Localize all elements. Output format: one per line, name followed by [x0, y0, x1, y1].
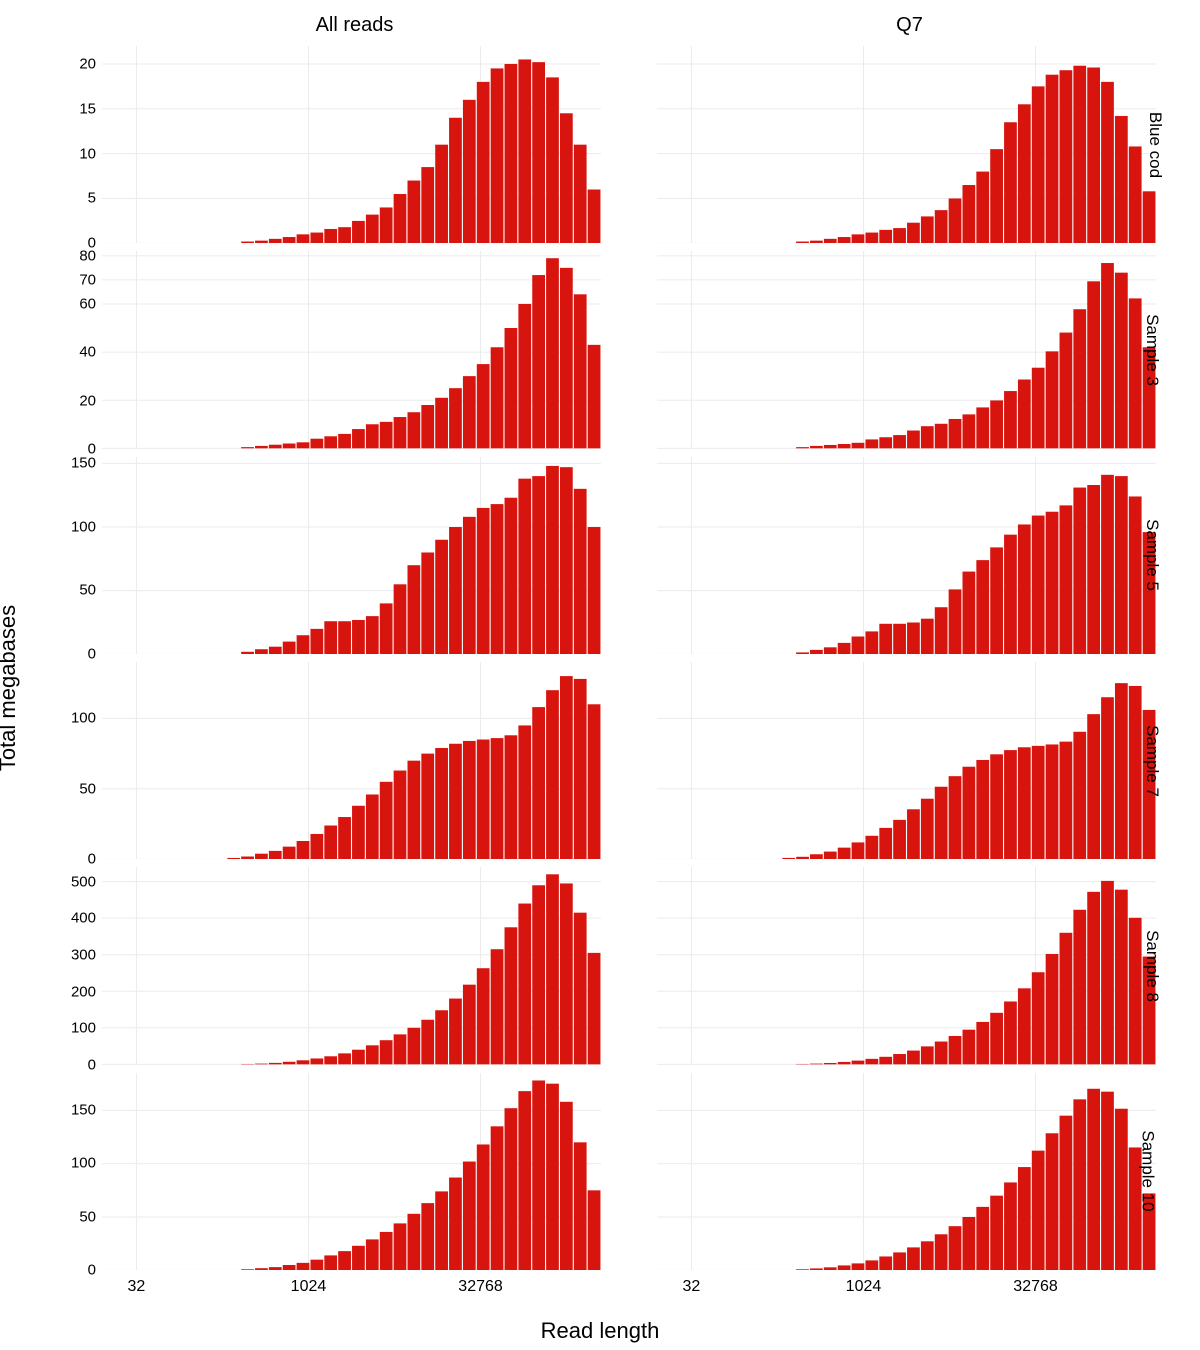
panel-cell: 050100150 — [52, 453, 607, 658]
chart-panel — [102, 46, 601, 243]
panel-cell: 0100200300400500 — [52, 863, 607, 1068]
panel-cell — [607, 1069, 1162, 1274]
y-tick-labels: 050100150 — [52, 457, 98, 654]
facet-row: 050100150Sample 5 — [52, 453, 1162, 658]
x-tick-label: 1024 — [846, 1278, 882, 1296]
facet-row: 050100Sample 7 — [52, 658, 1162, 863]
y-axis-title: Total megabases — [0, 605, 21, 771]
x-tick-label: 32768 — [1013, 1278, 1058, 1296]
col-header-0: All reads — [52, 12, 607, 42]
panel-cell — [607, 453, 1162, 658]
row-strip-label: Blue cod — [1145, 112, 1165, 178]
chart-panel — [102, 1073, 601, 1270]
y-tick-label: 5 — [88, 190, 96, 207]
column-headers: All reads Q7 — [52, 12, 1162, 42]
chart-panel — [657, 867, 1156, 1064]
x-tick-row: 32 1024 32768 32 1024 32768 — [52, 1274, 1162, 1304]
panel-cell: 05101520 — [52, 42, 607, 247]
y-tick-label: 100 — [71, 1020, 96, 1037]
y-tick-labels: 02040607080 — [52, 251, 98, 448]
row-strip-label: Sample 10 — [1137, 1131, 1157, 1212]
chart-panel — [102, 662, 601, 859]
chart-panel — [657, 1073, 1156, 1270]
y-tick-labels: 050100150 — [52, 1073, 98, 1270]
panel-cell: 02040607080 — [52, 247, 607, 452]
chart-panel — [102, 251, 601, 448]
col-header-1: Q7 — [607, 12, 1162, 42]
chart-panel — [657, 46, 1156, 243]
row-strip-label: Sample 8 — [1142, 930, 1162, 1002]
x-tick-cell: 32 1024 32768 — [607, 1274, 1162, 1304]
chart-panel — [102, 457, 601, 654]
x-tick-cell: 32 1024 32768 — [52, 1274, 607, 1304]
y-tick-labels: 05101520 — [52, 46, 98, 243]
panel-cell — [607, 42, 1162, 247]
y-tick-label: 100 — [71, 1155, 96, 1172]
y-tick-label: 60 — [79, 296, 96, 313]
x-tick-label: 32 — [683, 1278, 701, 1296]
facet-row: 050100150Sample 10 — [52, 1069, 1162, 1274]
panel-cell: 050100150 — [52, 1069, 607, 1274]
facet-figure: Total megabases Read length All reads Q7… — [0, 0, 1200, 1350]
y-tick-labels: 050100 — [52, 662, 98, 859]
y-tick-label: 40 — [79, 344, 96, 361]
chart-panel — [657, 251, 1156, 448]
y-tick-label: 15 — [79, 100, 96, 117]
y-tick-label: 50 — [79, 1208, 96, 1225]
y-tick-labels: 0100200300400500 — [52, 867, 98, 1064]
y-tick-label: 20 — [79, 392, 96, 409]
facet-row: 05101520Blue cod — [52, 42, 1162, 247]
x-axis-title: Read length — [541, 1318, 660, 1344]
y-tick-label: 200 — [71, 983, 96, 1000]
y-tick-label: 500 — [71, 873, 96, 890]
y-tick-label: 100 — [71, 518, 96, 535]
y-tick-label: 300 — [71, 947, 96, 964]
chart-panel — [102, 867, 601, 1064]
panel-cell — [607, 247, 1162, 452]
row-strip-label: Sample 3 — [1142, 314, 1162, 386]
panel-cell — [607, 863, 1162, 1068]
row-strip-label: Sample 5 — [1142, 519, 1162, 591]
row-strip-label: Sample 7 — [1142, 725, 1162, 797]
y-tick-label: 80 — [79, 248, 96, 265]
x-tick-label: 32768 — [458, 1278, 503, 1296]
y-tick-label: 70 — [79, 272, 96, 289]
chart-panel — [657, 662, 1156, 859]
chart-panel — [657, 457, 1156, 654]
facet-grid-wrap: All reads Q7 05101520Blue cod02040607080… — [52, 12, 1162, 1304]
y-tick-label: 10 — [79, 145, 96, 162]
facet-row: 0100200300400500Sample 8 — [52, 863, 1162, 1068]
y-tick-label: 50 — [79, 582, 96, 599]
panel-cell — [607, 658, 1162, 863]
x-tick-label: 32 — [128, 1278, 146, 1296]
y-tick-label: 150 — [71, 455, 96, 472]
y-tick-label: 50 — [79, 780, 96, 797]
y-tick-label: 150 — [71, 1101, 96, 1118]
facet-grid: 05101520Blue cod02040607080Sample 305010… — [52, 42, 1162, 1274]
facet-row: 02040607080Sample 3 — [52, 247, 1162, 452]
y-tick-label: 20 — [79, 55, 96, 72]
y-tick-label: 100 — [71, 710, 96, 727]
x-tick-label: 1024 — [291, 1278, 327, 1296]
y-tick-label: 400 — [71, 910, 96, 927]
panel-cell: 050100 — [52, 658, 607, 863]
